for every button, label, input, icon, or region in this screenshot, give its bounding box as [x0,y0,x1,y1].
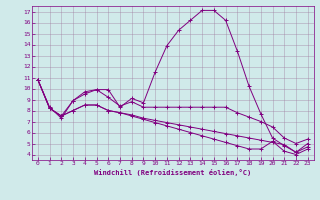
X-axis label: Windchill (Refroidissement éolien,°C): Windchill (Refroidissement éolien,°C) [94,169,252,176]
